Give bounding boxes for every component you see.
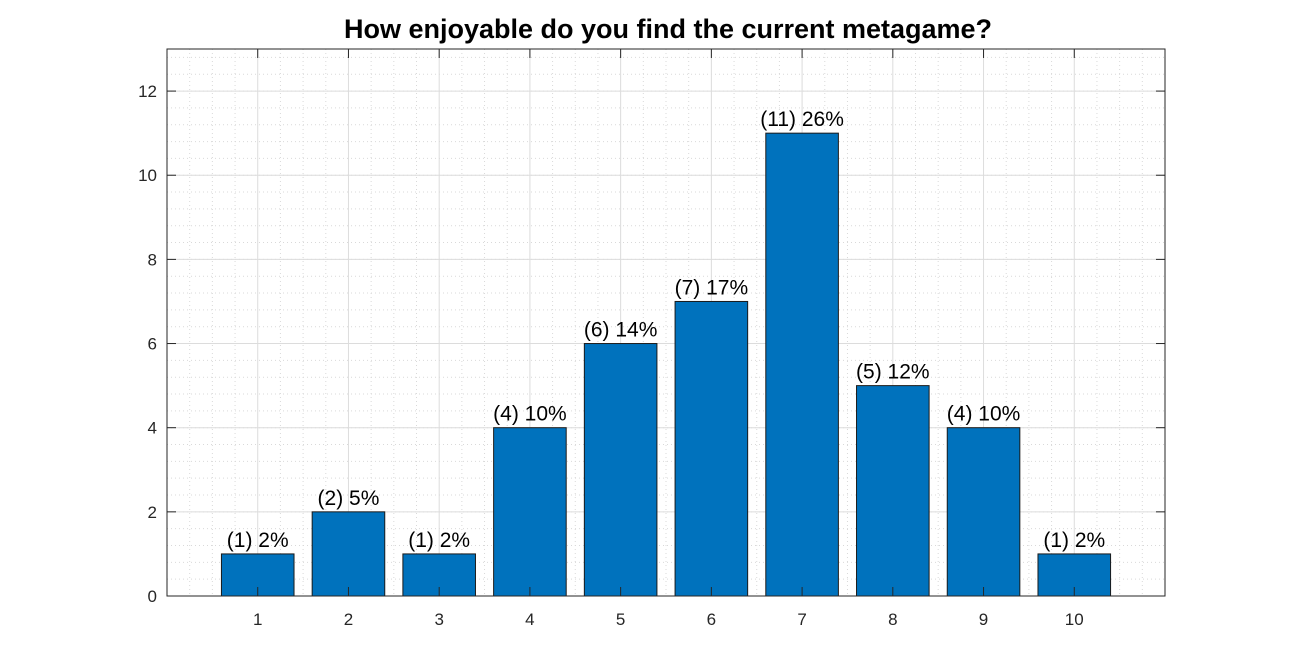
data-label: (7) 17% xyxy=(675,276,749,299)
x-tick-label: 2 xyxy=(344,610,353,629)
data-label: (11) 26% xyxy=(760,108,844,131)
data-label: (1) 2% xyxy=(408,529,470,552)
bar xyxy=(765,132,839,597)
bar xyxy=(493,427,567,597)
bar xyxy=(311,511,386,597)
x-tick-label: 1 xyxy=(253,610,262,629)
y-tick-label: 0 xyxy=(148,587,157,606)
data-labels: (1) 2% (2) 5% (1) 2% (4) 10% (6) 14% (7) 17% (… xyxy=(227,108,1105,552)
bar xyxy=(674,300,749,597)
data-label: (6) 14% xyxy=(584,319,658,342)
y-tick-label: 10 xyxy=(138,166,157,185)
x-tick-label: 6 xyxy=(707,610,716,629)
y-axis-tick-labels: 0 2 4 6 8 10 12 xyxy=(138,82,157,606)
data-label: (1) 2% xyxy=(227,529,289,552)
plot-area-frame xyxy=(166,48,1166,597)
x-tick-label: 3 xyxy=(434,610,443,629)
bar xyxy=(946,427,1021,597)
y-tick-label: 6 xyxy=(148,335,157,354)
y-tick-label: 4 xyxy=(148,419,157,438)
data-label: (4) 10% xyxy=(493,403,567,426)
data-label: (5) 12% xyxy=(856,361,930,384)
x-axis-tick-labels: 1 2 3 4 5 6 7 8 9 10 xyxy=(253,610,1084,629)
tick-marks xyxy=(167,49,1165,597)
x-tick-label: 4 xyxy=(525,610,534,629)
y-tick-label: 8 xyxy=(148,250,157,269)
data-label: (4) 10% xyxy=(947,403,1021,426)
y-tick-label: 12 xyxy=(138,82,157,101)
x-tick-label: 7 xyxy=(797,610,806,629)
data-label: (2) 5% xyxy=(318,487,380,510)
x-tick-label: 10 xyxy=(1065,610,1084,629)
x-tick-label: 8 xyxy=(888,610,897,629)
bar xyxy=(856,385,930,597)
x-tick-label: 9 xyxy=(979,610,988,629)
bar xyxy=(583,343,658,597)
data-label: (1) 2% xyxy=(1043,529,1105,552)
chart-title: How enjoyable do you find the current me… xyxy=(344,14,992,44)
y-tick-label: 2 xyxy=(148,503,157,522)
bar-series xyxy=(220,132,1112,597)
x-tick-label: 5 xyxy=(616,610,625,629)
